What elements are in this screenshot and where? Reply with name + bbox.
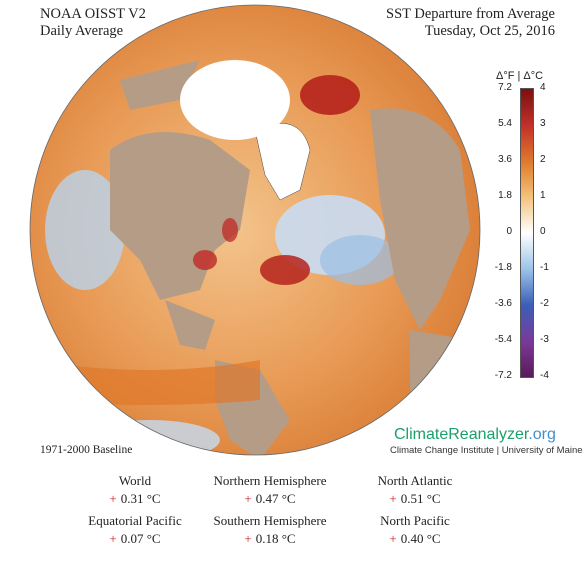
- stat-item: North Pacific +0.40 °C: [335, 512, 495, 548]
- stat-value: +0.31 °C: [109, 491, 161, 506]
- stat-item: Equatorial Pacific +0.07 °C: [55, 512, 215, 548]
- legend-tick-c: -4: [540, 370, 549, 381]
- legend-tick-f: -5.4: [494, 334, 512, 345]
- stat-name: World: [118, 473, 152, 488]
- legend-tick-f: 3.6: [498, 154, 512, 165]
- stat-name: Southern Hemisphere: [213, 513, 327, 528]
- stat-sign: +: [244, 491, 252, 506]
- legend-tick-c: -3: [540, 334, 549, 345]
- stat-sign: +: [389, 531, 397, 546]
- legend-tick-f: 5.4: [498, 118, 512, 129]
- title-block-right: SST Departure from Average Tuesday, Oct …: [386, 6, 555, 40]
- legend-tick-f: 7.2: [498, 82, 512, 93]
- map-title: SST Departure from Average: [386, 6, 555, 22]
- baseline-label: 1971-2000 Baseline: [40, 444, 133, 456]
- stat-sign: +: [109, 531, 117, 546]
- legend-tick-f: -3.6: [494, 298, 512, 309]
- legend-tick-c: 0: [540, 226, 546, 237]
- logo-subtitle: Climate Change Institute | University of…: [390, 445, 583, 456]
- title-block-left: NOAA OISST V2 Daily Average: [40, 6, 146, 40]
- stat-sign: +: [244, 531, 252, 546]
- stat-name: Equatorial Pacific: [88, 513, 182, 528]
- stat-name: North Atlantic: [377, 473, 453, 488]
- climatereanalyzer-logo[interactable]: ClimateReanalyzer.org: [394, 426, 556, 443]
- stat-sign: +: [109, 491, 117, 506]
- legend-tick-c: 3: [540, 118, 546, 129]
- stat-sign: +: [389, 491, 397, 506]
- legend-tick-c: -2: [540, 298, 549, 309]
- legend-tick-f: 0: [506, 226, 512, 237]
- legend-tick-f: 1.8: [498, 190, 512, 201]
- averaging-label: Daily Average: [40, 23, 124, 39]
- legend-tick-f: -7.2: [494, 370, 512, 381]
- dataset-title: NOAA OISST V2: [40, 6, 146, 22]
- stat-name: Northern Hemisphere: [213, 473, 327, 488]
- legend-tick-f: -1.8: [494, 262, 512, 273]
- stat-value: +0.51 °C: [389, 491, 441, 506]
- legend-tick-c: -1: [540, 262, 549, 273]
- stat-value: +0.40 °C: [389, 531, 441, 546]
- date-label: Tuesday, Oct 25, 2016: [424, 23, 555, 39]
- legend-colorbar: [520, 88, 534, 378]
- stat-item: Northern Hemisphere +0.47 °C: [190, 472, 350, 508]
- stat-name: North Pacific: [380, 513, 450, 528]
- legend-tick-c: 1: [540, 190, 546, 201]
- legend-title: Δ°F | Δ°C: [496, 70, 544, 82]
- legend-tick-c: 4: [540, 82, 546, 93]
- stat-item: World +0.31 °C: [55, 472, 215, 508]
- legend-tick-c: 2: [540, 154, 546, 165]
- stat-value: +0.47 °C: [244, 491, 296, 506]
- stat-item: Southern Hemisphere +0.18 °C: [190, 512, 350, 548]
- stat-value: +0.18 °C: [244, 531, 296, 546]
- stat-item: North Atlantic +0.51 °C: [335, 472, 495, 508]
- stat-value: +0.07 °C: [109, 531, 161, 546]
